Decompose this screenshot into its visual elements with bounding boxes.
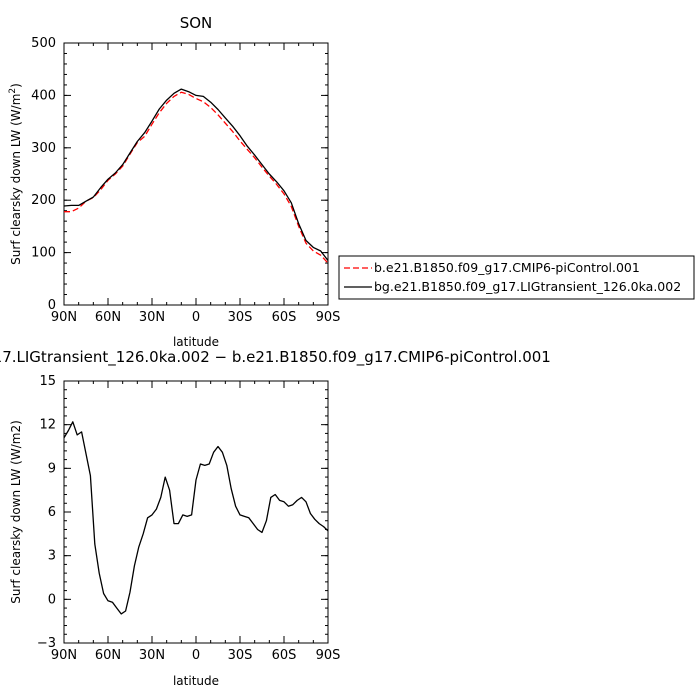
top-x-tick-label: 90S	[316, 310, 341, 325]
bottom-panel: bg.e21.B1850.f09_g17.LIGtransient_126.0k…	[0, 348, 551, 688]
bottom-y-tick-label: 9	[48, 461, 56, 476]
bottom-x-axis-label: latitude	[173, 674, 219, 688]
bottom-x-tick-label: 90S	[316, 648, 341, 663]
bottom-x-tick-label: 60S	[272, 648, 297, 663]
top-y-axis-label-close: )	[9, 83, 23, 88]
top-y-axis-label: Surf clearsky down LW (W/m2)	[8, 83, 23, 265]
top-x-tick-label: 30S	[228, 310, 253, 325]
legend-entry-LIGtransient: bg.e21.B1850.f09_g17.LIGtransient_126.0k…	[374, 279, 681, 294]
top-series-line-1	[63, 88, 329, 261]
bottom-y-tick-label: 12	[39, 418, 56, 433]
bottom-y-tick-label: 0	[48, 592, 56, 607]
top-series-lines	[63, 88, 329, 264]
top-x-tick-label: 90N	[51, 310, 77, 325]
top-x-tick-label: 0	[192, 310, 200, 325]
top-y-axis-label-superscript: 2	[8, 88, 18, 94]
top-series-line-0	[64, 91, 329, 264]
bottom-x-tick-label: 90N	[51, 648, 77, 663]
bottom-x-tick-label: 30S	[228, 648, 253, 663]
top-x-tick-label: 60N	[95, 310, 121, 325]
bottom-x-tick-label: 30N	[139, 648, 165, 663]
bottom-y-ticks: −3 0 3 6 9 12 15	[37, 374, 328, 651]
bottom-x-tick-label: 0	[192, 648, 200, 663]
top-x-axis-label: latitude	[173, 335, 219, 349]
bottom-y-tick-label: 15	[39, 374, 56, 389]
top-y-tick-label: 0	[48, 298, 56, 313]
bottom-y-tick-label: −3	[37, 636, 56, 651]
top-plot-frame	[63, 42, 329, 306]
bottom-panel-title: bg.e21.B1850.f09_g17.LIGtransient_126.0k…	[0, 348, 551, 367]
top-panel: SON 90N 60N 30N 0 30S 60S 90S 0 100 200 300 400 500…	[8, 14, 695, 349]
top-y-tick-label: 300	[31, 141, 56, 156]
bottom-y-tick-label: 3	[48, 549, 56, 564]
bottom-y-axis-label: Surf clearsky down LW (W/m2)	[9, 420, 23, 604]
top-x-ticks: 90N 60N 30N 0 30S 60S 90S	[51, 43, 341, 325]
bottom-x-ticks: 90N 60N 30N 0 30S 60S 90S	[51, 381, 341, 663]
top-y-ticks: 0 100 200 300 400 500	[31, 36, 328, 313]
bottom-plot-frame	[63, 380, 329, 644]
top-y-tick-label: 100	[31, 246, 56, 261]
top-x-tick-label: 60S	[272, 310, 297, 325]
bottom-series-line-0	[63, 421, 329, 615]
top-y-tick-label: 400	[31, 88, 56, 103]
top-y-tick-label: 200	[31, 193, 56, 208]
legend-entry-piControl: b.e21.B1850.f09_g17.CMIP6-piControl.001	[374, 260, 640, 275]
bottom-series-lines	[63, 421, 329, 615]
legend-box	[338, 255, 695, 300]
top-x-tick-label: 30N	[139, 310, 165, 325]
top-panel-title: SON	[180, 14, 213, 32]
top-y-tick-label: 500	[31, 36, 56, 51]
bottom-x-tick-label: 60N	[95, 648, 121, 663]
top-y-axis-label-base: Surf clearsky down LW (W/m	[9, 94, 23, 265]
bottom-y-tick-label: 6	[48, 505, 56, 520]
legend: b.e21.B1850.f09_g17.CMIP6-piControl.001 …	[338, 255, 695, 300]
